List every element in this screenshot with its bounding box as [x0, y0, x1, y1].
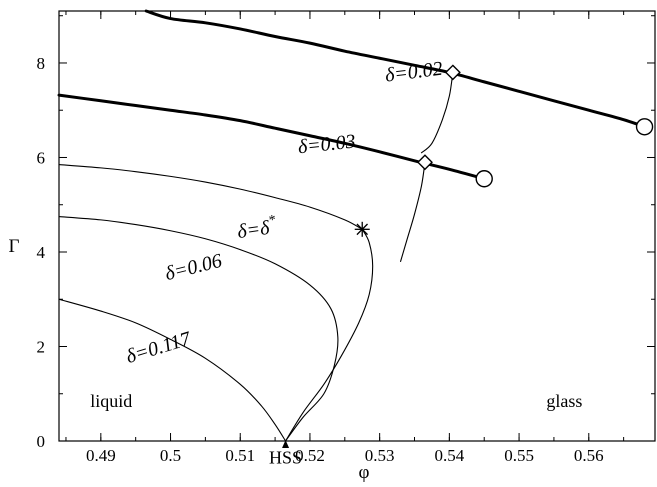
series-line-4 — [58, 216, 339, 442]
x-tick-label: 0.49 — [86, 446, 116, 465]
series-line-3 — [285, 228, 374, 442]
annotation-glass: glass — [546, 391, 582, 411]
y-tick-label: 2 — [37, 337, 46, 356]
x-tick-label: 0.56 — [574, 446, 604, 465]
x-tick-label: 0.51 — [225, 446, 255, 465]
circle-marker — [475, 170, 493, 188]
annotation-hss: HSS — [269, 448, 302, 468]
curve-label-text: δ=0.03 — [297, 130, 357, 158]
markers — [354, 64, 654, 237]
y-axis-ticks: 0 2 4 6 8 — [37, 15, 655, 451]
x-tick-label: 0.55 — [504, 446, 534, 465]
series-line-7 — [400, 161, 426, 262]
circle-marker — [635, 118, 654, 136]
x-axis-ticks: 0.49 0.5 0.51 0.52 0.53 0.54 0.55 0.56 — [65, 11, 625, 465]
series-line-2 — [58, 164, 363, 230]
y-tick-label: 6 — [37, 148, 46, 167]
x-tick-label: 0.5 — [160, 446, 181, 465]
x-axis-label: φ — [359, 462, 370, 483]
curve-label: δ=0.06 — [163, 250, 224, 285]
y-tick-label: 4 — [37, 243, 46, 262]
diamond-marker — [444, 64, 461, 81]
annotation-liquid: liquid — [90, 391, 132, 411]
curve-label: δ=δ* — [236, 213, 278, 243]
series-line-1 — [57, 93, 486, 181]
curve-label: δ=0.03 — [297, 130, 357, 158]
curve-label-text: δ=0.06 — [163, 250, 224, 285]
plot-frame — [58, 10, 656, 442]
series-line-6 — [420, 71, 454, 154]
curve-label-superscript: * — [267, 213, 276, 229]
hss-arrow-head — [282, 440, 290, 448]
annotations: liquid glass HSS — [90, 391, 582, 468]
series-line-0 — [144, 9, 647, 129]
y-tick-label: 0 — [37, 432, 46, 451]
x-tick-label: 0.53 — [365, 446, 395, 465]
curves — [57, 9, 647, 442]
x-tick-label: 0.54 — [434, 446, 464, 465]
y-axis-label: Γ — [9, 236, 20, 257]
y-tick-label: 8 — [37, 54, 46, 73]
series-line-5 — [58, 298, 287, 442]
curve-label-text: δ=δ — [236, 217, 272, 243]
curve-labels: δ=0.02δ=0.03δ=δ*δ=0.06δ=0.117 — [123, 58, 443, 368]
x-tick-label: 0.52 — [295, 446, 325, 465]
star-marker — [354, 221, 370, 237]
diamond-marker — [416, 154, 433, 171]
